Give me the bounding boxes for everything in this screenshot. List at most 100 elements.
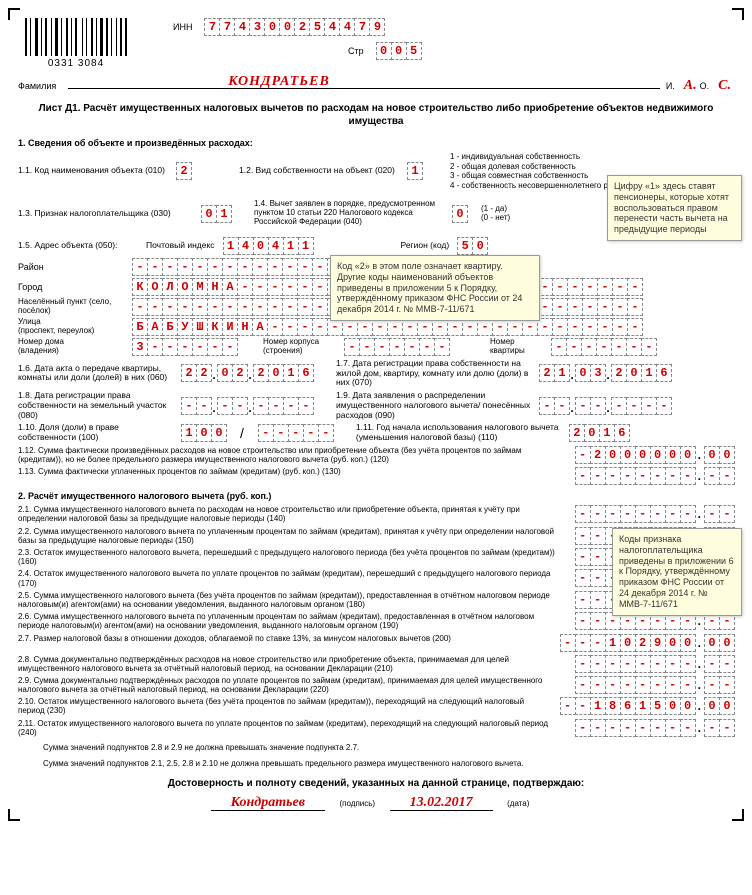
amount-label: 2.7. Размер налоговой базы в отношении д…: [18, 634, 560, 643]
f070-label: 1.7. Дата регистрации права собственност…: [336, 359, 531, 388]
date-label: (дата): [507, 799, 529, 808]
flat-cells[interactable]: -------: [551, 338, 656, 356]
f040-hint: (1 - да) (0 - нет): [481, 205, 510, 223]
corner-mark: [8, 8, 20, 20]
amount-kop[interactable]: --: [704, 655, 734, 673]
f050-label: 1.5. Адрес объекта (050):: [18, 241, 138, 251]
f040-cell[interactable]: 0: [452, 205, 468, 223]
f130-label: 1.13. Сумма фактически уплаченных процен…: [18, 467, 575, 476]
f070-cells[interactable]: 21.03.2016: [539, 364, 671, 382]
f130-rub[interactable]: --------: [575, 467, 695, 485]
amount-row: 2.1. Сумма имущественного налогового выч…: [18, 505, 734, 523]
f100-den-cells[interactable]: -----: [258, 424, 333, 442]
district-label: Район: [18, 262, 126, 272]
f090-label: 1.9. Дата заявления о распределении имущ…: [336, 391, 531, 420]
surname-value: КОНДРАТЬЕВ: [228, 74, 330, 90]
footer-note2: Сумма значений подпунктов 2.1, 2.5, 2.8 …: [18, 759, 734, 769]
f080-label: 1.8. Дата регистрации права собственност…: [18, 391, 173, 420]
f010-label: 1.1. Код наименования объекта (010): [18, 166, 168, 176]
tooltip-1: Цифру «1» здесь ставят пенсионеры, котор…: [607, 175, 742, 241]
region-cells[interactable]: 50: [457, 237, 487, 255]
surname-row: Фамилия КОНДРАТЬЕВ И. А. О. С.: [18, 78, 734, 94]
f060-cells[interactable]: 22.02.2016: [181, 364, 313, 382]
surname-label: Фамилия: [18, 81, 56, 91]
amount-rub[interactable]: --------: [575, 676, 695, 694]
tooltip-3: Коды признака налогоплательщика приведен…: [612, 528, 742, 616]
amount-kop[interactable]: 00: [704, 634, 734, 652]
amount-kop[interactable]: 00: [704, 697, 734, 715]
f120-rub[interactable]: -2000000: [575, 446, 695, 464]
amount-label: 2.1. Сумма имущественного налогового выч…: [18, 505, 575, 523]
section1-heading: 1. Сведения об объекте и произведённых р…: [18, 138, 734, 148]
postindex-cells[interactable]: 140411: [223, 237, 313, 255]
f100-num-cells[interactable]: 100: [181, 424, 226, 442]
corner-mark: [732, 809, 744, 821]
amount-label: 2.9. Сумма документально подтверждённых …: [18, 676, 575, 694]
amount-label: 2.5. Сумма имущественного налогового выч…: [18, 591, 575, 609]
amount-row: 2.10. Остаток имущественного налогового …: [18, 697, 734, 715]
corner-mark: [732, 8, 744, 20]
f110-cells[interactable]: 2016: [569, 424, 629, 442]
amount-row: 2.9. Сумма документально подтверждённых …: [18, 676, 734, 694]
f030-cells[interactable]: 01: [201, 205, 231, 223]
house-cells[interactable]: 3------: [132, 338, 237, 356]
f020-label: 1.2. Вид собственности на объект (020): [239, 166, 399, 176]
f100-label: 1.10. Доля (доли) в праве собственности …: [18, 423, 173, 443]
corner-mark: [8, 809, 20, 821]
f110-label: 1.11. Год начала использования налоговог…: [356, 423, 561, 443]
amount-label: 2.2. Сумма имущественного налогового выч…: [18, 527, 575, 545]
sign-date: 13.02.2017: [390, 795, 493, 811]
initial-i-label: И.: [666, 81, 675, 91]
page-cells: 005: [376, 42, 421, 60]
f020-cell[interactable]: 1: [407, 162, 423, 180]
f130-kop[interactable]: --: [704, 467, 734, 485]
amount-rub[interactable]: ---102900: [560, 634, 695, 652]
amount-kop[interactable]: --: [704, 719, 734, 737]
amount-kop[interactable]: --: [704, 676, 734, 694]
korpus-label: Номер корпуса (строения): [263, 338, 338, 356]
initial-o: С.: [718, 78, 731, 94]
amount-label: 2.4. Остаток имущественного налогового в…: [18, 569, 575, 587]
korpus-cells[interactable]: -------: [344, 338, 449, 356]
city-label: Город: [18, 282, 126, 292]
region-label: Регион (код): [401, 241, 450, 251]
f080-cells[interactable]: --.--.----: [181, 397, 313, 415]
amount-label: 2.11. Остаток имущественного налогового …: [18, 719, 575, 737]
amount-row: 2.11. Остаток имущественного налогового …: [18, 719, 734, 737]
amount-kop[interactable]: --: [704, 505, 734, 523]
f010-cell[interactable]: 2: [176, 162, 192, 180]
house-label: Номер дома (владения): [18, 338, 126, 356]
f030-label: 1.3. Признак налогоплательщика (030): [18, 209, 193, 219]
barcode-number: 0331 3084: [25, 58, 127, 69]
f120-label: 1.12. Сумма фактически произведённых рас…: [18, 446, 575, 464]
street-label: Улица (проспект, переулок): [18, 318, 126, 336]
inn-cells[interactable]: 774300254479: [204, 18, 384, 36]
amount-row: 2.8. Сумма документально подтверждённых …: [18, 655, 734, 673]
amount-row: 2.7. Размер налоговой базы в отношении д…: [18, 634, 734, 652]
amount-label: 2.3. Остаток имущественного налогового в…: [18, 548, 575, 566]
header-fields: ИНН 774300254479 Стр 005: [173, 18, 734, 60]
signature: Кондратьев: [211, 795, 325, 811]
form-title: Лист Д1. Расчёт имущественных налоговых …: [18, 102, 734, 128]
page-label: Стр: [348, 46, 364, 56]
postindex-label: Почтовый индекс: [146, 241, 215, 251]
amount-label: 2.10. Остаток имущественного налогового …: [18, 697, 560, 715]
settlement-label: Населённый пункт (село, посёлок): [18, 298, 126, 316]
f090-cells[interactable]: --.--.----: [539, 397, 671, 415]
initial-i: А.: [684, 78, 697, 94]
confirm-text: Достоверность и полноту сведений, указан…: [18, 778, 734, 789]
amount-rub[interactable]: --------: [575, 719, 695, 737]
signature-row: Кондратьев (подпись) 13.02.2017 (дата): [18, 795, 734, 811]
f060-label: 1.6. Дата акта о передаче квартиры, комн…: [18, 364, 173, 384]
inn-label: ИНН: [173, 22, 192, 32]
amount-rub[interactable]: --------: [575, 505, 695, 523]
amount-rub[interactable]: --------: [575, 655, 695, 673]
tooltip-2: Код «2» в этом поле означает квартиру. Д…: [330, 255, 540, 321]
f120-kop[interactable]: 00: [704, 446, 734, 464]
f040-label: 1.4. Вычет заявлен в порядке, предусмотр…: [254, 200, 444, 226]
initial-o-label: О.: [700, 81, 710, 91]
footer-note1: Сумма значений подпунктов 2.8 и 2.9 не д…: [18, 743, 734, 753]
barcode: 0331 3084: [25, 18, 127, 69]
section2-heading: 2. Расчёт имущественного налогового выче…: [18, 491, 734, 501]
amount-rub[interactable]: --1861500: [560, 697, 695, 715]
